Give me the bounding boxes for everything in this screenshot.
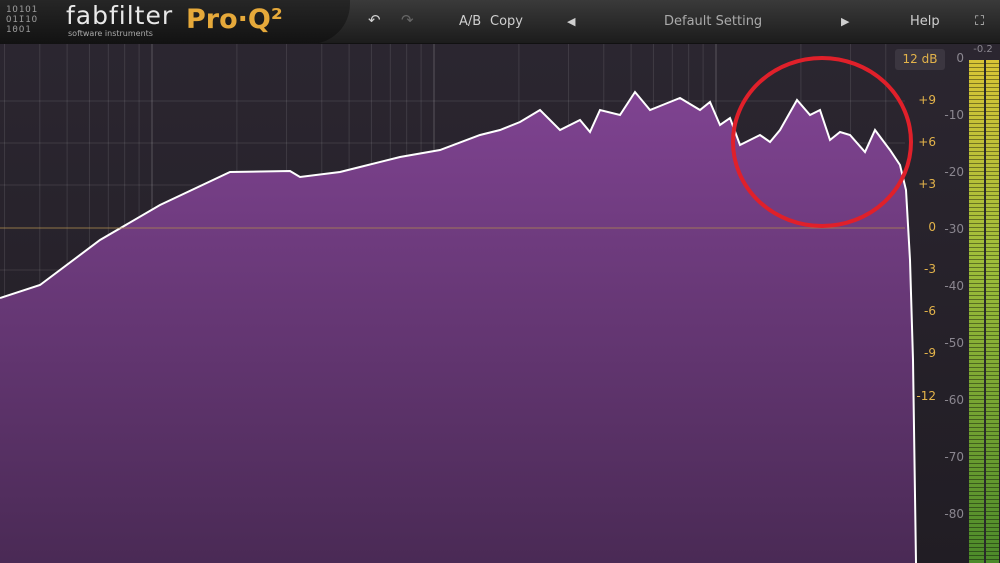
next-preset-icon[interactable]: ▶ [841,15,850,28]
db-scale-label: -20 [944,165,964,179]
undo-icon[interactable]: ↶ [368,11,381,29]
copy-button[interactable]: Copy [490,14,523,29]
preset-name[interactable]: Default Setting [664,14,763,29]
toolbar: 1O1O1 O1I1O 1ΘO1 fabfilter software instru… [0,0,1000,44]
brand-subtitle: software instruments [68,29,153,38]
fullscreen-icon[interactable]: ⛶ [975,14,985,29]
db-scale-label: -50 [944,336,964,350]
gain-scale-label: -3 [924,262,936,276]
db-scale-label: -30 [944,222,964,236]
spectrum-line [0,90,917,563]
db-scale-label: -70 [944,450,964,464]
db-scale-label: -60 [944,393,964,407]
db-scale-label: 0 [956,51,964,65]
product-name: Pro·Q² [186,4,283,35]
meter-divider [984,60,986,563]
gain-scale-label: +6 [918,135,936,149]
range-button[interactable]: 12 dB [895,49,945,70]
db-scale-label: -40 [944,279,964,293]
logo-area: 1O1O1 O1I1O 1ΘO1 fabfilter software instru… [0,0,350,44]
gain-scale-label: +9 [918,93,936,107]
gain-scale-label: -12 [916,389,936,403]
fabfilter-logo-icon: 1O1O1 O1I1O 1ΘO1 [6,5,39,35]
spectrum-area [0,92,916,563]
gain-scale-label: 0 [928,220,936,234]
brand-name: fabfilter [66,1,174,30]
redo-icon[interactable]: ↷ [401,11,414,29]
db-scale-label: -10 [944,108,964,122]
help-button[interactable]: Help [910,14,940,29]
gain-scale-label: -9 [924,346,936,360]
gain-scale-label: +3 [918,177,936,191]
gain-scale-label: -6 [924,304,936,318]
meter-peak: -0.2 [973,44,993,55]
ab-button[interactable]: A/B [459,14,482,29]
prev-preset-icon[interactable]: ◀ [567,15,576,28]
db-scale-label: -80 [944,507,964,521]
annotation-circle [731,56,913,228]
